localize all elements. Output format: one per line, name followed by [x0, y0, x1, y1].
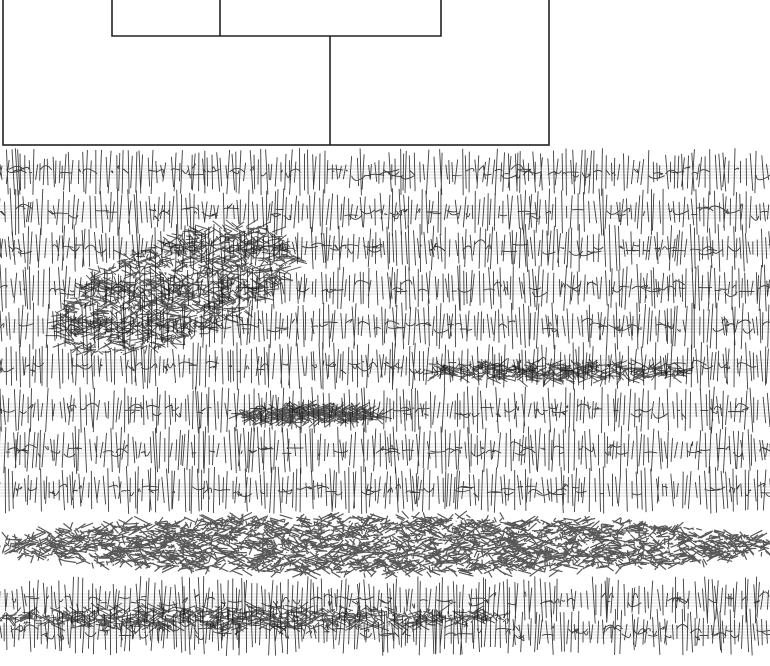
- artwork: [0, 0, 770, 666]
- page: {} (() => { const ns = 'http://www.w3.or…: [0, 0, 770, 666]
